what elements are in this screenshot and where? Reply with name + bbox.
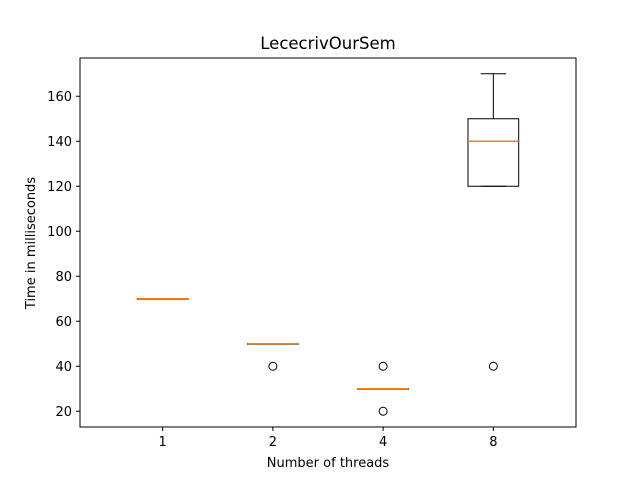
x-tick-label-8: 8 — [489, 435, 497, 450]
outlier-point-8-0 — [488, 361, 498, 371]
y-tick-label-80: 80 — [55, 270, 72, 285]
y-axis-label: Time in milliseconds — [24, 177, 39, 310]
y-tick-label-60: 60 — [55, 315, 72, 330]
y-tick-label-100: 100 — [47, 225, 72, 240]
plot-frame — [79, 57, 577, 428]
outlier-point-2-0 — [268, 361, 278, 371]
y-tick-label-140: 140 — [47, 135, 72, 150]
x-axis-label: Number of threads — [267, 456, 390, 471]
box-8 — [467, 118, 520, 187]
chart-title: LececrivOurSem — [260, 34, 395, 53]
y-tick-label-40: 40 — [55, 360, 72, 375]
outlier-point-4-0 — [378, 361, 388, 371]
y-tick-label-20: 20 — [55, 405, 72, 420]
x-tick-label-1: 1 — [159, 435, 167, 450]
outlier-point-4-1 — [378, 406, 388, 416]
plot-layer: 20 40 60 80 100 120 140 160 1 2 4 8 — [47, 73, 520, 450]
x-tick-label-2: 2 — [269, 435, 277, 450]
y-tick-label-160: 160 — [47, 90, 72, 105]
x-tick-label-4: 4 — [379, 435, 387, 450]
y-tick-label-120: 120 — [47, 180, 72, 195]
